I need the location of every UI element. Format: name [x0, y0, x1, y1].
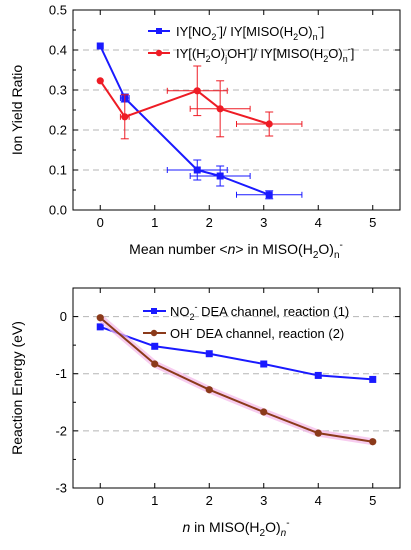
top-x-tick-label: 1 [151, 215, 158, 230]
top-y-tick-label: 0.1 [49, 163, 67, 178]
top-legend-label-2: IY[(H2O)jOH-]/ IY[MISO(H2O)n-] [176, 44, 354, 64]
bottom-legend: NO2- DEA channel, reaction (1) OH- DEA c… [143, 302, 349, 341]
bottom-series-point-1 [205, 350, 213, 358]
top-x-tick-label: 0 [97, 215, 104, 230]
bottom-legend-label-2: OH- DEA channel, reaction (2) [170, 324, 344, 341]
top-x-axis-title: Mean number <n> in MISO(H2O)n- [129, 240, 343, 261]
bottom-y-tick-label: -1 [55, 366, 67, 381]
bottom-x-tick-label: 5 [369, 493, 376, 508]
bottom-series-point-2 [314, 429, 322, 437]
top-series-point-2 [216, 105, 224, 113]
bottom-gridlines [73, 316, 400, 432]
bottom-series-point-2 [151, 360, 159, 368]
bottom-legend-marker-2 [150, 329, 158, 337]
top-series-point-1 [216, 172, 224, 180]
top-y-tick-label: 0.2 [49, 123, 67, 138]
top-y-tick-label: 0.0 [49, 203, 67, 218]
top-legend-marker-2 [155, 49, 163, 57]
bottom-series-line-1 [99, 325, 373, 381]
bottom-series-point-2 [260, 408, 268, 416]
bottom-series-point-1 [151, 342, 159, 350]
top-series-point-2 [265, 120, 273, 128]
bottom-legend-label-1: NO2- DEA channel, reaction (1) [170, 302, 349, 322]
bottom-series-point-1 [260, 360, 268, 368]
top-y-tick-label: 0.3 [49, 83, 67, 98]
bottom-axes: -3 -2 -1 0 0 1 2 3 4 5 [55, 288, 400, 508]
top-series-point-2 [96, 77, 104, 85]
top-series-point-1 [265, 191, 273, 199]
top-legend: IY[NO2-]/ IY[MISO(H2O)n-] IY[(H2O)jOH-]/… [148, 22, 354, 64]
top-series-marks [96, 42, 303, 200]
bottom-x-axis-title: n in MISO(H2O)n- [182, 518, 289, 539]
top-series-point-1 [96, 42, 104, 50]
top-series-point-2 [121, 113, 129, 121]
bottom-x-tick-label: 1 [151, 493, 158, 508]
bottom-series-line-2 [99, 316, 373, 443]
bottom-series-marks [96, 314, 377, 446]
top-x-tick-label: 5 [369, 215, 376, 230]
top-y-tick-label: 0.4 [49, 43, 67, 58]
bottom-y-tick-label: 0 [60, 309, 67, 324]
bottom-series-point-2 [205, 386, 213, 394]
top-series-line-1 [99, 45, 270, 196]
top-series-point-2 [193, 87, 201, 95]
top-x-tick-label: 3 [260, 215, 267, 230]
top-x-tick-label: 4 [315, 215, 322, 230]
bottom-plot-frame [72, 287, 401, 489]
bottom-x-tick-label: 4 [315, 493, 322, 508]
top-series-point-1 [193, 166, 201, 174]
top-plot-frame [72, 9, 401, 211]
top-axes: 0.0 0.1 0.2 0.3 0.4 0.5 0 1 2 3 4 5 [49, 3, 400, 230]
bottom-y-tick-label: -2 [55, 423, 67, 438]
bottom-legend-marker-1 [151, 308, 157, 314]
bottom-x-tick-label: 0 [97, 493, 104, 508]
top-x-tick-label: 2 [206, 215, 213, 230]
bottom-x-tick-label: 3 [260, 493, 267, 508]
bottom-chart: -3 -2 -1 0 0 1 2 3 4 5 NO2- DEA channel, reaction… [9, 287, 401, 539]
bottom-y-axis-title: Reaction Energy (eV) [9, 321, 25, 455]
bottom-y-tick-label: -3 [55, 481, 67, 496]
bottom-x-tick-label: 2 [206, 493, 213, 508]
bottom-series-point-1 [314, 371, 322, 379]
top-legend-marker-1 [156, 28, 162, 34]
top-legend-label-1: IY[NO2-]/ IY[MISO(H2O)n-] [176, 22, 324, 42]
top-y-axis-title: Ion Yield Ratio [9, 65, 25, 155]
top-chart: 0.0 0.1 0.2 0.3 0.4 0.5 0 1 2 3 4 5 IY[NO2-]/ IY[MI… [9, 3, 401, 261]
top-y-tick-label: 0.5 [49, 3, 67, 18]
bottom-series-point-1 [369, 375, 377, 383]
bottom-series-point-1 [96, 323, 104, 331]
bottom-series-point-2 [369, 438, 377, 446]
top-gridlines [73, 49, 400, 171]
bottom-series-point-2 [96, 314, 104, 322]
